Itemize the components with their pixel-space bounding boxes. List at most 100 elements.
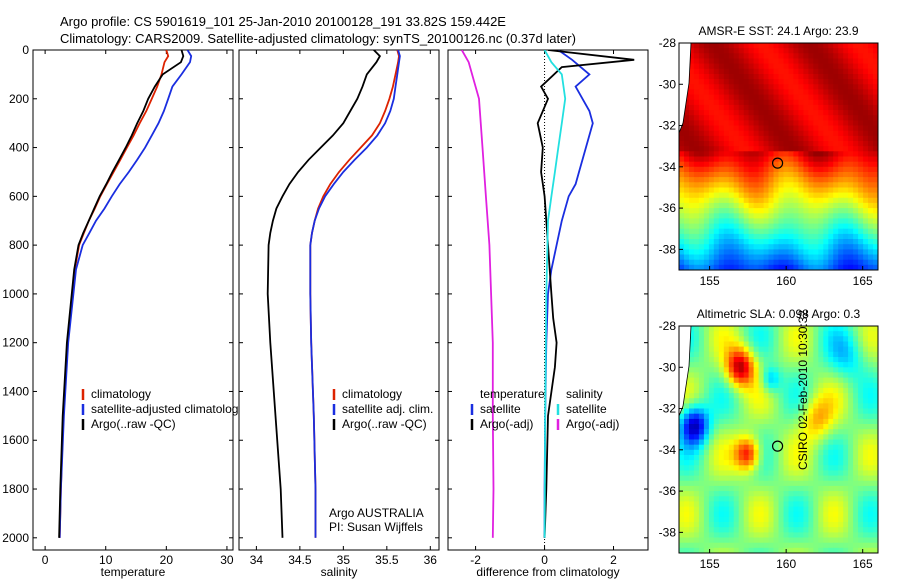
map-cell — [748, 79, 755, 85]
map-cell — [858, 470, 864, 477]
map-cell — [768, 259, 775, 266]
map-cell — [723, 532, 730, 539]
map-cell — [689, 48, 695, 54]
map-cell — [778, 465, 785, 472]
map-cell — [813, 326, 819, 332]
map-frame — [678, 42, 879, 271]
map-cell — [813, 104, 819, 111]
map-cell — [743, 485, 750, 492]
map-cell — [843, 547, 849, 553]
map-cell — [818, 424, 824, 430]
map-cell — [684, 192, 690, 199]
map-cell — [853, 439, 859, 446]
map-cell — [783, 522, 790, 528]
map-cell — [728, 233, 735, 240]
map-cell — [693, 177, 700, 183]
map-cell — [728, 362, 735, 368]
map-cell — [788, 429, 795, 435]
map-cell — [858, 192, 864, 199]
map-cell — [698, 377, 705, 384]
map-cell — [738, 172, 745, 178]
map-cell — [743, 94, 750, 101]
map-cell — [758, 104, 765, 111]
map-cell — [828, 233, 834, 240]
map-cell — [843, 110, 849, 116]
map-cell — [788, 527, 795, 533]
map-cell — [693, 63, 700, 70]
map-cell — [843, 53, 849, 60]
map-cell — [728, 372, 735, 379]
map-cell — [738, 53, 745, 60]
map-cell — [693, 429, 700, 435]
map-cell — [728, 341, 735, 348]
map-cell — [853, 434, 859, 441]
map-cell — [793, 434, 799, 441]
map-cell — [689, 110, 695, 116]
map-cell — [798, 68, 804, 75]
map-cell — [848, 424, 854, 430]
map-cell — [703, 424, 710, 430]
map-cell — [693, 367, 700, 374]
map-cell — [758, 511, 765, 518]
map-cell — [723, 43, 730, 49]
map-cell — [713, 74, 720, 80]
map-cell — [753, 511, 760, 518]
map-cell — [798, 146, 804, 152]
map-cell — [763, 146, 770, 152]
map-cell — [838, 192, 844, 199]
map-cell — [713, 418, 720, 425]
map-cell — [763, 202, 770, 209]
map-cell — [783, 74, 790, 80]
map-cell — [828, 172, 834, 178]
map-cell — [728, 187, 735, 194]
map-cell — [818, 403, 824, 410]
map-cell — [733, 146, 740, 152]
map-cell — [733, 413, 740, 420]
map-cell — [798, 223, 804, 230]
map-cell — [838, 68, 844, 75]
y-tick-label: 1400 — [2, 384, 29, 398]
map-cell — [728, 99, 735, 106]
map-cell — [853, 99, 859, 106]
map-cell — [689, 351, 695, 358]
map-cell — [733, 68, 740, 75]
map-cell — [838, 135, 844, 142]
map-cell — [808, 527, 814, 533]
map-cell — [808, 84, 814, 91]
map-cell — [798, 362, 804, 368]
map-cell — [783, 398, 790, 404]
map-cell — [684, 228, 690, 235]
x-tick-label: 35 — [337, 553, 351, 567]
map-cell — [773, 511, 780, 518]
map-cell — [868, 141, 874, 147]
map-cell — [758, 63, 765, 70]
map-cell — [748, 115, 755, 121]
map-cell — [723, 408, 730, 415]
map-cell — [773, 182, 780, 189]
map-cell — [679, 439, 685, 446]
map-cell — [803, 491, 809, 497]
map-cell — [723, 537, 730, 544]
map-cell — [828, 202, 834, 209]
map-cell — [803, 387, 809, 394]
map-cell — [788, 455, 795, 461]
map-cell — [718, 470, 725, 477]
map-cell — [843, 501, 849, 508]
map-cell — [803, 213, 809, 220]
map-cell — [783, 465, 790, 472]
map-cell — [818, 439, 824, 446]
map-cell — [758, 387, 765, 394]
map-cell — [723, 166, 730, 173]
map-cell — [818, 491, 824, 497]
x-tick-label: 35.5 — [375, 553, 399, 567]
map-cell — [808, 48, 814, 54]
map-cell — [698, 192, 705, 199]
map-cell — [768, 68, 775, 75]
map-cell — [689, 192, 695, 199]
map-cell — [788, 357, 795, 363]
map-cell — [743, 68, 750, 75]
map-cell — [733, 244, 740, 250]
map-cell — [733, 362, 740, 368]
map-cell — [833, 166, 839, 173]
